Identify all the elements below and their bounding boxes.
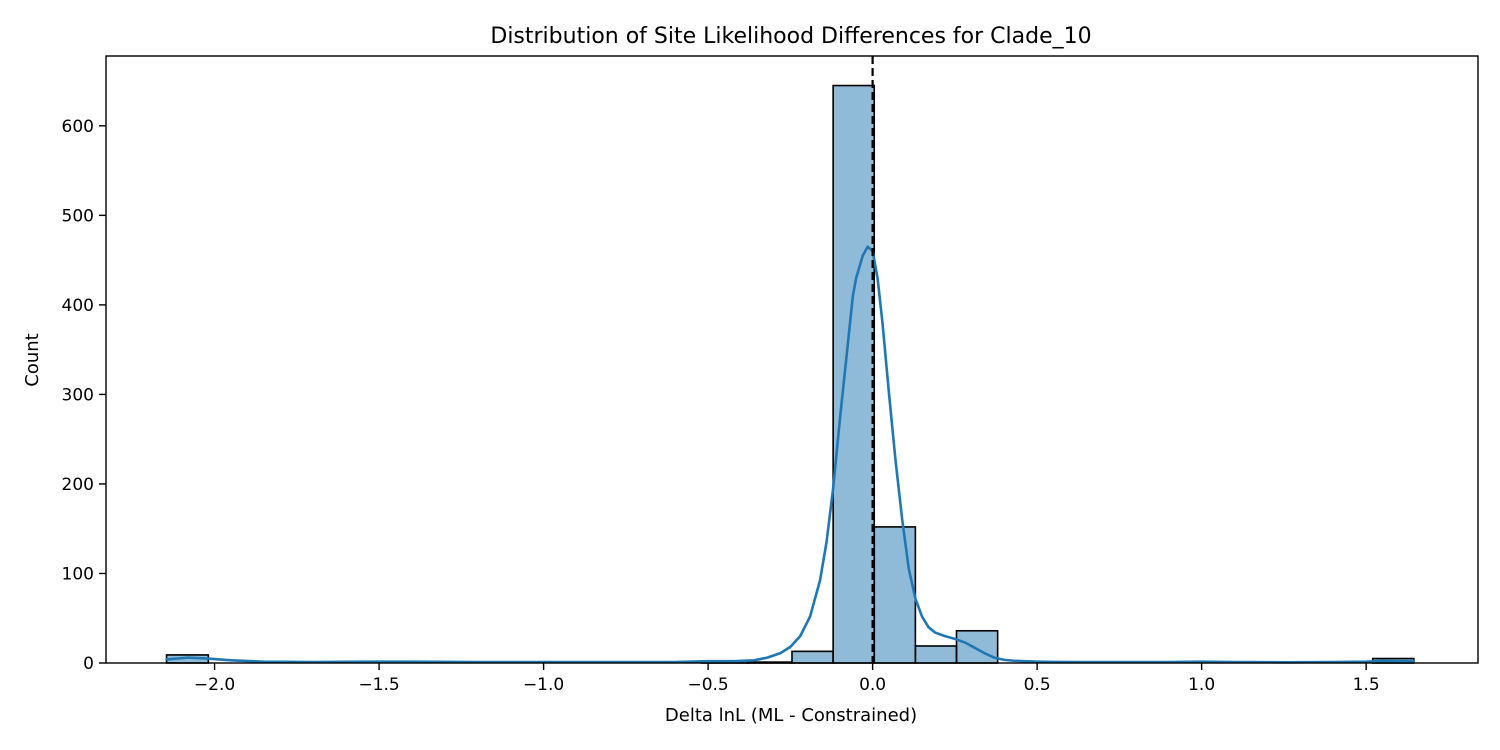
x-axis: −2.0 −1.5 −1.0 −0.5 0.0 0.5 1.0 1.5	[194, 663, 1380, 695]
x-tick-label-4: 0.0	[859, 675, 886, 695]
x-tick-label-0: −2.0	[194, 675, 235, 695]
histogram-bar-4	[832, 84, 876, 664]
x-tick-label-2: −1.0	[523, 675, 564, 695]
y-tick-label-4: 400	[62, 296, 94, 316]
histogram-bar-6	[914, 645, 958, 664]
x-tick-label-3: −0.5	[687, 675, 728, 695]
x-axis-label: Delta lnL (ML - Constrained)	[665, 705, 917, 726]
y-axis-label: Count	[22, 333, 43, 386]
y-tick-label-6: 600	[62, 117, 94, 137]
bars-layer	[165, 84, 1415, 664]
x-tick-label-1: −1.5	[358, 675, 399, 695]
kde-curve	[165, 245, 1416, 664]
x-tick-label-6: 1.0	[1188, 675, 1215, 695]
y-tick-label-1: 100	[62, 564, 94, 584]
x-tick-label-7: 1.5	[1353, 675, 1380, 695]
y-tick-label-3: 300	[62, 385, 94, 405]
histogram-bar-5	[873, 526, 917, 664]
kde-layer	[165, 245, 1416, 664]
x-tick-label-5: 0.5	[1024, 675, 1051, 695]
chart-title: Distribution of Site Likelihood Differen…	[490, 24, 1091, 49]
y-tick-label-5: 500	[62, 206, 94, 226]
histogram-bar-3	[791, 650, 834, 664]
y-tick-label-2: 200	[62, 475, 94, 495]
y-tick-label-0: 0	[83, 654, 94, 674]
histogram-bar-7	[955, 629, 999, 664]
plot-frame	[105, 55, 1479, 664]
y-axis: 0 100 200 300 400 500 600	[62, 117, 106, 674]
